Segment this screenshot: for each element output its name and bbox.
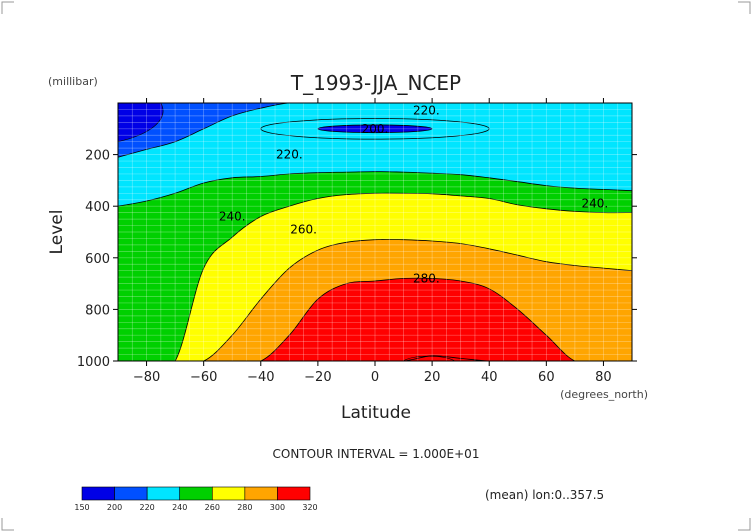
colorbar: 150 200 220 240 260 280 300 320: [74, 486, 318, 512]
isotherm-300: [118, 277, 632, 361]
colorbar-swatch: [146, 486, 181, 501]
isotherm-240: [118, 171, 632, 207]
colorbar-tick-label: 200: [107, 503, 122, 512]
y-tick-label: 200: [85, 149, 110, 164]
grid-lines: [118, 103, 632, 361]
cold-core-200: [317, 124, 433, 134]
contour-interval-note: CONTOUR INTERVAL = 1.000E+01: [273, 447, 480, 461]
colorbar-tick-label: 260: [205, 503, 220, 512]
colorbar-swatch: [244, 486, 278, 501]
isotherm-260: [118, 192, 632, 361]
x-axis: −80 −60 −40 −20 0 20 40 60 80: [133, 98, 612, 385]
x-tick-label: −60: [190, 370, 217, 385]
x-tick-label: −20: [304, 370, 331, 385]
contour-label-280: 280.: [413, 271, 440, 285]
contour-label-260: 260.: [290, 222, 317, 236]
x-tick-label: 20: [424, 370, 441, 385]
band-300: [118, 278, 632, 361]
colorbar-tick-label: 150: [74, 503, 89, 512]
x-tick-label: −40: [247, 370, 274, 385]
colorbar-swatch: [114, 486, 148, 501]
contour-label-200: 200.: [362, 122, 389, 136]
footer-note: (mean) lon:0..357.5: [485, 488, 604, 502]
colorbar-tick-label: 300: [270, 503, 285, 512]
x-tick-label: 0: [371, 370, 379, 385]
contour-label-220: 220.: [276, 148, 303, 162]
colorbar-swatch: [211, 486, 246, 501]
colorbar-tick-label: 320: [302, 503, 317, 512]
x-tick-label: −80: [133, 370, 160, 385]
y-tick-label: 1000: [77, 355, 110, 370]
isotherm-220-closed: [260, 118, 490, 140]
x-units-label: (degrees_north): [560, 388, 648, 401]
contour-labels: 220. 200. 220. 240. 260. 280. 240.: [219, 104, 608, 286]
colorbar-tick-label: 280: [237, 503, 252, 512]
x-tick-label: 80: [595, 370, 612, 385]
contour-fills: [118, 103, 632, 361]
contour-label-220: 220.: [413, 104, 440, 118]
y-axis: 200 400 600 800 1000: [77, 149, 637, 370]
contour-label-240: 240.: [219, 210, 246, 224]
isotherm-280: [118, 239, 632, 361]
y-axis-label: Level: [47, 210, 67, 255]
colorbar-swatch: [81, 486, 115, 501]
colorbar-tick-label: 220: [140, 503, 155, 512]
x-axis-label: Latitude: [341, 403, 411, 423]
y-tick-label: 600: [85, 252, 110, 267]
x-tick-label: 60: [538, 370, 555, 385]
colorbar-swatch: [179, 486, 213, 501]
x-tick-label: 40: [481, 370, 498, 385]
colorbar-swatch: [277, 486, 311, 501]
colorbar-tick-label: 240: [172, 503, 187, 512]
plot-area: 220. 200. 220. 240. 260. 280. 240. −80 −60 −40 −2…: [77, 98, 637, 385]
y-units-label: (millibar): [48, 75, 98, 88]
chart-title: T_1993-JJA_NCEP: [290, 71, 461, 95]
contour-label-240: 240.: [582, 197, 609, 211]
polar-cold-region: [118, 103, 164, 143]
y-tick-label: 400: [85, 200, 110, 215]
y-tick-label: 800: [85, 303, 110, 318]
isotherm-220: [118, 103, 632, 158]
contour-lines: [118, 103, 632, 361]
